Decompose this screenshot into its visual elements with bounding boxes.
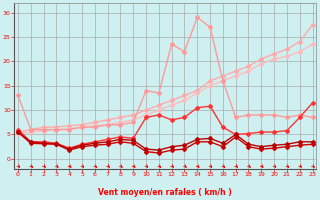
X-axis label: Vent moyen/en rafales ( km/h ): Vent moyen/en rafales ( km/h ): [98, 188, 232, 197]
